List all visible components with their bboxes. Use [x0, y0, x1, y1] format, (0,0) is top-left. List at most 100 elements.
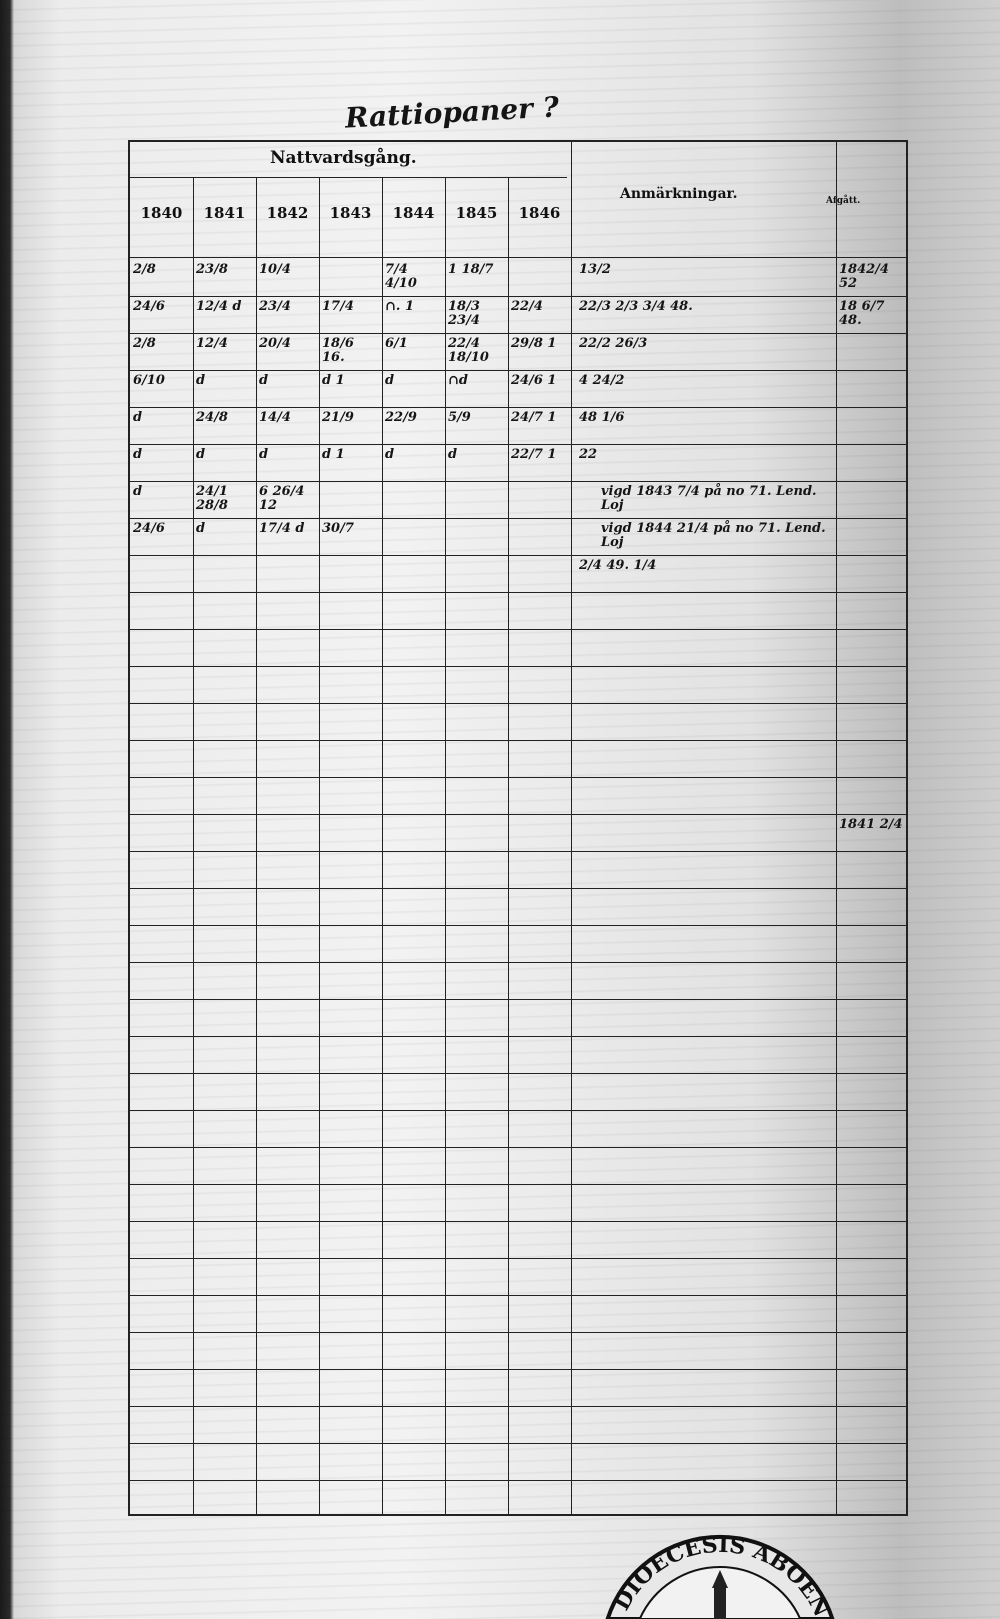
year-cell: d	[133, 447, 143, 462]
row-line	[130, 629, 906, 630]
row-line	[130, 1073, 906, 1074]
year-cell: 24/8	[196, 410, 228, 425]
year-cell: d	[385, 447, 395, 462]
year-cell: 6/1	[385, 336, 408, 351]
year-cell: d 1	[322, 447, 345, 462]
remarks-cell: 2/4 49. 1/4	[579, 558, 657, 573]
departed-header: Afgått.	[826, 196, 861, 206]
year-cell: 12/4	[196, 336, 228, 351]
row-line	[130, 888, 906, 889]
row-line	[130, 444, 906, 445]
remarks-cell: vigd 1844 21/4 på no 71. Lend. Loj	[601, 521, 826, 550]
remarks-cell: 22/2 26/3	[579, 336, 648, 351]
register-table: Nattvardsgång. Anmärkningar. Afgått. 184…	[128, 140, 908, 1516]
year-header-1840: 1840	[140, 204, 183, 222]
row-line	[130, 814, 906, 815]
year-cell: 24/6 1	[511, 373, 557, 388]
row-line	[130, 925, 906, 926]
year-cell: 22/4 18/10	[448, 336, 489, 365]
year-cell: 30/7	[322, 521, 354, 536]
year-cell: 20/4	[259, 336, 291, 351]
row-line	[130, 518, 906, 519]
diocese-stamp: DIOECESIS ABOENSIS	[590, 1530, 835, 1619]
year-cell: ∩. 1	[385, 299, 414, 314]
row-line	[130, 1443, 906, 1444]
year-cell: 5/9	[448, 410, 471, 425]
year-cell: 10/4	[259, 262, 291, 277]
remarks-cell: 13/2	[579, 262, 611, 277]
column-line	[445, 177, 446, 1514]
year-cell: d	[259, 373, 269, 388]
year-cell: 21/9	[322, 410, 354, 425]
column-line	[836, 142, 837, 1514]
year-header-1843: 1843	[329, 204, 372, 222]
communion-header: Nattvardsgång.	[270, 148, 417, 168]
year-cell: 22/4	[511, 299, 543, 314]
row-line	[130, 333, 906, 334]
year-cell: 29/8 1	[511, 336, 557, 351]
departed-cell: 18 6/7 48.	[839, 299, 885, 328]
column-line	[256, 177, 257, 1514]
header-bottom-line	[130, 257, 906, 258]
year-cell: 18/6 16.	[322, 336, 354, 365]
year-cell: 6/10	[133, 373, 165, 388]
column-line	[193, 177, 194, 1514]
row-line	[130, 1258, 906, 1259]
row-line	[130, 777, 906, 778]
year-cell: 24/6	[133, 299, 165, 314]
row-line	[130, 740, 906, 741]
year-header-1846: 1846	[518, 204, 561, 222]
year-cell: 18/3 23/4	[448, 299, 480, 328]
year-cell: d	[385, 373, 395, 388]
year-cell: d	[196, 373, 206, 388]
year-cell: ∩d	[448, 373, 468, 388]
remarks-cell: 48 1/6	[579, 410, 625, 425]
column-line	[571, 142, 572, 1514]
departed-cell: 1842/4 52	[839, 262, 889, 291]
row-line	[130, 1406, 906, 1407]
year-cell: 14/4	[259, 410, 291, 425]
year-cell: 22/7 1	[511, 447, 557, 462]
year-cell: 2/8	[133, 262, 156, 277]
row-line	[130, 962, 906, 963]
year-cell: d	[196, 447, 206, 462]
year-cell: d 1	[322, 373, 345, 388]
row-line	[130, 851, 906, 852]
year-cell: d	[448, 447, 458, 462]
handwritten-title: Rattiopaner ?	[344, 90, 560, 135]
remarks-cell: 22/3 2/3 3/4 48.	[579, 299, 693, 314]
year-cell: 23/4	[259, 299, 291, 314]
remarks-cell: 22	[579, 447, 598, 462]
row-line	[130, 296, 906, 297]
year-cell: 23/8	[196, 262, 228, 277]
departed-cell: 1841 2/4	[839, 817, 903, 832]
remarks-cell: 4 24/2	[579, 373, 625, 388]
year-cell: d	[133, 484, 143, 499]
year-cell: 6 26/4 12	[259, 484, 305, 513]
row-line	[130, 370, 906, 371]
row-line	[130, 1369, 906, 1370]
year-cell: 1 18/7	[448, 262, 494, 277]
row-line	[130, 1184, 906, 1185]
year-cell: d	[259, 447, 269, 462]
year-cell: 12/4 d	[196, 299, 242, 314]
row-line	[130, 481, 906, 482]
header-divider	[130, 177, 567, 178]
year-header-1845: 1845	[455, 204, 498, 222]
row-line	[130, 666, 906, 667]
year-header-1841: 1841	[203, 204, 246, 222]
remarks-header: Anmärkningar.	[620, 186, 738, 202]
row-line	[130, 1036, 906, 1037]
year-cell: 22/9	[385, 410, 417, 425]
column-line	[508, 177, 509, 1514]
remarks-cell: vigd 1843 7/4 på no 71. Lend. Loj	[601, 484, 817, 513]
row-line	[130, 1480, 906, 1481]
row-line	[130, 407, 906, 408]
year-cell: 24/6	[133, 521, 165, 536]
row-line	[130, 999, 906, 1000]
year-header-1842: 1842	[266, 204, 309, 222]
column-line	[319, 177, 320, 1514]
row-line	[130, 1332, 906, 1333]
row-line	[130, 1110, 906, 1111]
